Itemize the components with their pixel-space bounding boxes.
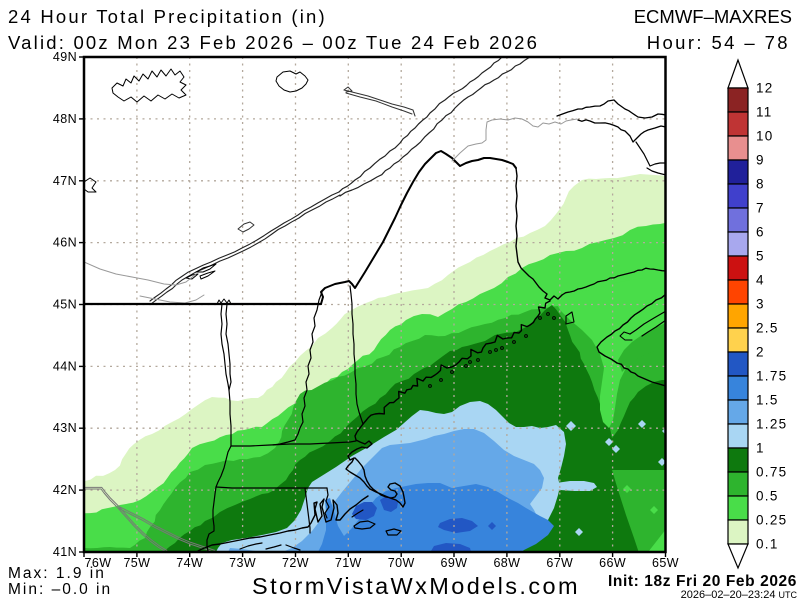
svg-text:74W: 74W xyxy=(176,556,203,570)
svg-text:5: 5 xyxy=(756,249,765,264)
svg-text:73W: 73W xyxy=(229,556,256,570)
svg-text:2026–02–20–23:24 UTC: 2026–02–20–23:24 UTC xyxy=(681,589,798,600)
svg-text:75W: 75W xyxy=(123,556,150,570)
svg-text:42N: 42N xyxy=(53,483,77,497)
svg-text:4: 4 xyxy=(756,273,765,288)
svg-text:0.75: 0.75 xyxy=(756,465,787,480)
svg-text:76W: 76W xyxy=(85,556,112,570)
svg-text:72W: 72W xyxy=(282,556,309,570)
svg-text:44N: 44N xyxy=(53,359,77,373)
svg-text:8: 8 xyxy=(756,177,765,192)
svg-text:1.75: 1.75 xyxy=(756,369,787,384)
svg-text:65W: 65W xyxy=(652,556,679,570)
svg-text:0.5: 0.5 xyxy=(756,489,779,504)
svg-text:1.25: 1.25 xyxy=(756,417,787,432)
svg-text:Max: 1.9 in: Max: 1.9 in xyxy=(8,565,106,582)
svg-text:StormVistaWxModels.com: StormVistaWxModels.com xyxy=(252,573,580,599)
svg-text:24 Hour Total Precipitation (i: 24 Hour Total Precipitation (in) xyxy=(8,6,327,27)
svg-text:70W: 70W xyxy=(388,556,415,570)
svg-text:Min: –0.0 in: Min: –0.0 in xyxy=(8,581,112,598)
svg-text:49N: 49N xyxy=(53,50,77,64)
svg-text:10: 10 xyxy=(756,129,774,144)
svg-text:2: 2 xyxy=(756,345,765,360)
svg-text:66W: 66W xyxy=(599,556,626,570)
svg-text:1.5: 1.5 xyxy=(756,393,779,408)
svg-text:48N: 48N xyxy=(53,112,77,126)
svg-text:69W: 69W xyxy=(441,556,468,570)
svg-text:1: 1 xyxy=(756,441,765,456)
svg-text:ECMWF–MAXRES: ECMWF–MAXRES xyxy=(634,6,792,27)
svg-text:46N: 46N xyxy=(53,236,77,250)
svg-text:71W: 71W xyxy=(335,556,362,570)
svg-text:43N: 43N xyxy=(53,421,77,435)
svg-text:9: 9 xyxy=(756,153,765,168)
svg-text:Valid: 00z Mon 23 Feb 2026 – 0: Valid: 00z Mon 23 Feb 2026 – 00z Tue 24 … xyxy=(8,32,539,53)
svg-text:Hour: 54 – 78: Hour: 54 – 78 xyxy=(647,32,790,53)
svg-text:3: 3 xyxy=(756,297,765,312)
svg-text:7: 7 xyxy=(756,201,765,216)
svg-text:67W: 67W xyxy=(546,556,573,570)
svg-text:0.25: 0.25 xyxy=(756,513,787,528)
svg-text:12: 12 xyxy=(756,81,774,96)
svg-text:0.1: 0.1 xyxy=(756,537,779,552)
svg-text:47N: 47N xyxy=(53,174,77,188)
svg-text:68W: 68W xyxy=(493,556,520,570)
svg-text:45N: 45N xyxy=(53,298,77,312)
svg-text:6: 6 xyxy=(756,225,765,240)
svg-text:Init: 18z Fri 20 Feb 2026: Init: 18z Fri 20 Feb 2026 xyxy=(608,573,797,590)
svg-text:2.5: 2.5 xyxy=(756,321,779,336)
svg-text:11: 11 xyxy=(756,105,773,120)
svg-text:41N: 41N xyxy=(53,545,77,559)
